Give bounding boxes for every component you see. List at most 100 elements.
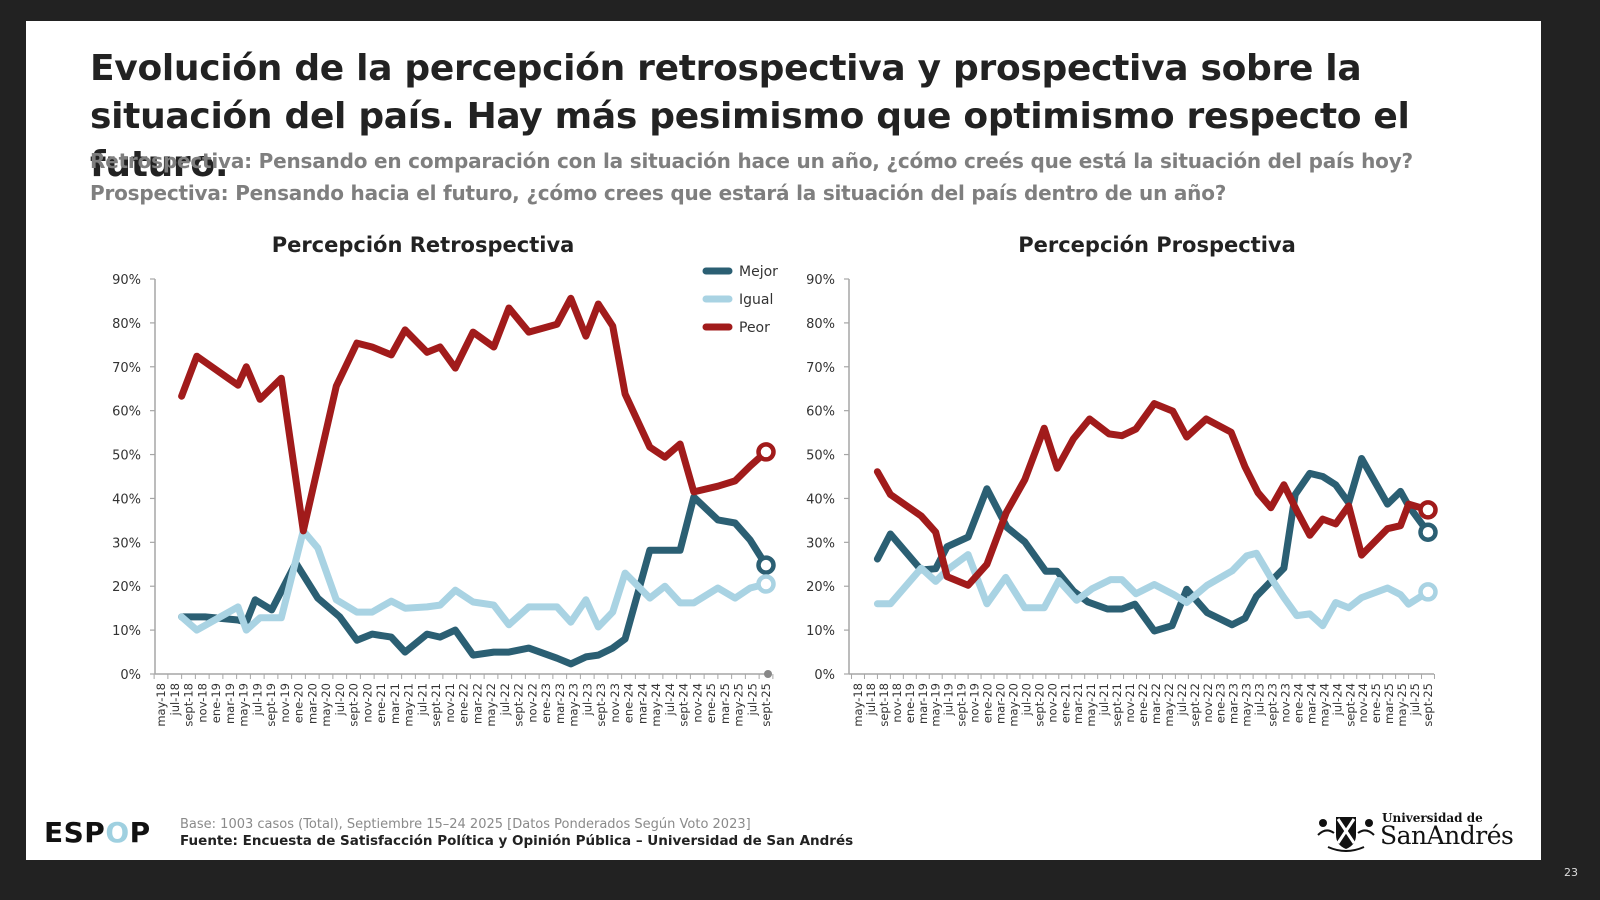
- x-tick-label: sept-20: [1032, 683, 1046, 727]
- x-tick-label: may-22: [1162, 683, 1176, 727]
- y-tick-label: 20%: [806, 580, 835, 595]
- page-number: 23: [1564, 866, 1578, 879]
- x-tick-label: nov-19: [968, 683, 982, 723]
- x-tick-label: nov-18: [890, 683, 904, 723]
- x-tick-label: nov-21: [443, 683, 457, 723]
- x-tick-label: may-25: [1395, 683, 1409, 727]
- y-tick-label: 50%: [112, 449, 141, 464]
- university-logo: Universidad de SanAndrés: [1314, 811, 1524, 855]
- x-tick-label: sept-21: [429, 683, 443, 727]
- x-tick-label: jul-21: [415, 683, 429, 716]
- chart-prospective: 0%10%20%30%40%50%60%70%80%90%may-18jul-1…: [806, 273, 1438, 727]
- university-name-big: SanAndrés: [1380, 821, 1514, 850]
- y-tick-label: 10%: [806, 624, 835, 639]
- axis-end-marker: [764, 670, 772, 678]
- x-tick-label: mar-19: [916, 683, 930, 724]
- y-tick-label: 60%: [112, 405, 141, 420]
- x-tick-label: jul-23: [580, 683, 594, 716]
- end-marker-peor: [756, 442, 776, 462]
- x-tick-label: ene-20: [981, 683, 995, 723]
- x-tick-label: sept-22: [512, 683, 526, 727]
- x-tick-label: jul-25: [1408, 683, 1422, 716]
- espop-logo-prefix: ESP: [44, 816, 106, 849]
- x-tick-label: sept-22: [1188, 683, 1202, 727]
- legend-label-peor: Peor: [739, 320, 770, 336]
- x-tick-label: may-24: [649, 683, 663, 727]
- x-tick-label: mar-24: [635, 683, 649, 724]
- legend-label-mejor: Mejor: [739, 264, 778, 280]
- x-tick-label: nov-24: [690, 683, 704, 723]
- x-tick-label: jul-19: [942, 683, 956, 716]
- x-tick-label: may-19: [237, 683, 251, 727]
- series-line-igual: [873, 549, 1432, 630]
- source-note: Fuente: Encuesta de Satisfacción Polític…: [180, 833, 854, 849]
- x-tick-label: may-22: [484, 683, 498, 727]
- x-tick-label: mar-20: [305, 683, 319, 724]
- x-tick-label: jul-24: [663, 683, 677, 716]
- base-note: Base: 1003 casos (Total), Septiembre 15–…: [180, 817, 751, 832]
- y-tick-label: 0%: [120, 668, 141, 683]
- x-tick-label: jul-22: [1175, 683, 1189, 716]
- x-tick-label: ene-19: [209, 683, 223, 723]
- x-tick-label: nov-21: [1123, 683, 1137, 723]
- x-tick-label: sept-19: [955, 683, 969, 727]
- x-tick-label: mar-20: [994, 683, 1008, 724]
- series-line-igual: [178, 527, 770, 634]
- end-marker-mejor: [1418, 522, 1438, 542]
- x-tick-label: may-23: [1240, 683, 1254, 727]
- x-tick-label: may-20: [319, 683, 333, 727]
- x-tick-label: may-20: [1006, 683, 1020, 727]
- x-tick-label: may-25: [732, 683, 746, 727]
- x-tick-label: jul-22: [498, 683, 512, 716]
- x-tick-label: ene-21: [374, 683, 388, 723]
- slide: Evolución de la percepción retrospectiva…: [26, 21, 1541, 860]
- x-tick-label: ene-24: [1291, 683, 1305, 723]
- x-tick-label: sept-23: [1266, 683, 1280, 727]
- y-tick-label: 80%: [806, 317, 835, 332]
- x-tick-label: mar-25: [718, 683, 732, 724]
- x-tick-label: may-19: [929, 683, 943, 727]
- y-tick-label: 10%: [112, 624, 141, 639]
- x-tick-label: jul-21: [1097, 683, 1111, 716]
- end-marker-mejor: [756, 555, 776, 575]
- x-tick-label: may-18: [851, 683, 865, 727]
- x-tick-label: mar-23: [1227, 683, 1241, 724]
- legend-label-igual: Igual: [739, 292, 773, 308]
- espop-logo-suffix: P: [129, 816, 151, 849]
- x-tick-label: nov-22: [1201, 683, 1215, 723]
- espop-logo-o: O: [105, 816, 130, 849]
- y-tick-label: 70%: [112, 361, 141, 376]
- chart-title-retrospective: Percepción Retrospectiva: [271, 233, 575, 257]
- question-retrospective: Retrospectiva: Pensando en comparación c…: [90, 149, 1413, 173]
- x-tick-label: jul-20: [333, 683, 347, 716]
- x-tick-label: sept-24: [1343, 683, 1357, 727]
- x-tick-label: may-21: [1084, 683, 1098, 727]
- x-tick-label: mar-21: [1071, 683, 1085, 724]
- x-tick-label: may-23: [567, 683, 581, 727]
- x-tick-label: mar-24: [1304, 683, 1318, 724]
- x-tick-label: jul-19: [250, 683, 264, 716]
- x-tick-label: sept-21: [1110, 683, 1124, 727]
- y-tick-label: 60%: [806, 405, 835, 420]
- x-tick-label: mar-23: [553, 683, 567, 724]
- y-tick-label: 40%: [806, 492, 835, 507]
- x-tick-label: mar-22: [470, 683, 484, 724]
- x-tick-label: mar-21: [388, 683, 402, 724]
- x-tick-label: nov-24: [1356, 683, 1370, 723]
- y-tick-label: 30%: [112, 536, 141, 551]
- x-tick-label: jul-18: [168, 683, 182, 716]
- end-marker-igual: [1418, 582, 1438, 602]
- university-name-small: Universidad de: [1382, 811, 1483, 825]
- espop-logo: ESPOP: [44, 816, 151, 849]
- chart-title-prospective: Percepción Prospectiva: [1018, 233, 1296, 257]
- x-tick-label: nov-18: [195, 683, 209, 723]
- y-tick-label: 90%: [112, 273, 141, 288]
- x-tick-label: ene-21: [1058, 683, 1072, 723]
- y-tick-label: 50%: [806, 449, 835, 464]
- x-tick-label: ene-22: [1136, 683, 1150, 723]
- x-tick-label: nov-20: [360, 683, 374, 723]
- x-tick-label: jul-23: [1253, 683, 1267, 716]
- x-tick-label: sept-18: [182, 683, 196, 727]
- university-crest-icon: [1317, 817, 1375, 852]
- x-tick-label: ene-25: [704, 683, 718, 723]
